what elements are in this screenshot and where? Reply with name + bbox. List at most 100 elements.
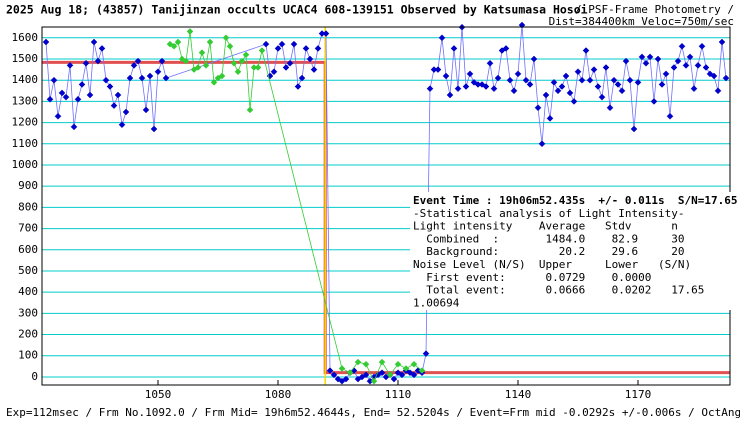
data-point: [338, 365, 346, 372]
data-point: [282, 64, 290, 71]
data-point: [626, 76, 634, 84]
data-point: [654, 55, 662, 63]
data-point: [594, 83, 602, 90]
data-point: [270, 68, 278, 76]
data-point: [402, 365, 410, 372]
data-point: [710, 72, 718, 80]
data-point: [106, 83, 114, 90]
chart-subtitle-2: Dist=384400km Veloc=750m/sec: [549, 15, 734, 28]
data-point: [442, 72, 450, 80]
data-point: [398, 371, 406, 379]
data-point: [606, 104, 614, 112]
x-tick-label: 1080: [265, 388, 292, 401]
data-point: [722, 74, 730, 82]
data-point: [658, 81, 666, 88]
data-point: [298, 74, 306, 82]
x-tick-label: 1140: [505, 388, 532, 401]
data-point: [562, 72, 570, 80]
y-tick-label: 1600: [12, 31, 39, 44]
data-point: [494, 74, 502, 82]
data-point: [150, 125, 158, 133]
data-point: [170, 42, 178, 50]
data-point: [342, 375, 350, 383]
data-point: [486, 59, 494, 67]
data-point: [258, 47, 266, 54]
y-tick-label: 600: [18, 243, 38, 256]
data-point: [114, 91, 122, 99]
data-point: [502, 45, 510, 52]
data-point: [330, 371, 338, 379]
data-point: [238, 57, 246, 65]
data-point: [86, 91, 94, 99]
y-tick-label: 900: [18, 179, 38, 192]
data-point: [538, 140, 546, 148]
data-point: [534, 104, 542, 112]
data-point: [202, 62, 210, 69]
data-point: [718, 38, 726, 46]
y-tick-label: 500: [18, 264, 38, 277]
data-point: [346, 369, 354, 377]
data-point: [570, 98, 578, 105]
chart-subtitle: / PSF-Frame Photometry /: [575, 3, 734, 16]
stats-line: Background: 20.2 29.6 20: [413, 245, 685, 258]
data-point: [682, 62, 690, 69]
y-tick-label: 200: [18, 328, 38, 341]
data-point: [182, 57, 190, 65]
data-point: [54, 112, 62, 120]
data-point: [386, 371, 394, 379]
data-point: [698, 42, 706, 50]
data-point: [90, 38, 98, 46]
data-point: [590, 66, 598, 73]
data-point: [550, 78, 558, 86]
stats-box: [410, 192, 736, 310]
data-point: [390, 375, 398, 383]
data-point: [434, 66, 442, 73]
data-point: [466, 70, 474, 78]
y-tick-label: 1500: [12, 52, 39, 65]
y-tick-label: 400: [18, 285, 38, 298]
y-tick-label: 1100: [12, 137, 39, 150]
data-point: [702, 64, 710, 71]
data-point: [410, 371, 418, 379]
data-point: [418, 367, 426, 374]
data-point: [290, 40, 298, 48]
stats-line: Light intensity Average Stdv n: [413, 220, 678, 233]
y-tick-label: 1000: [12, 158, 39, 171]
data-point: [514, 70, 522, 78]
data-point: [610, 76, 618, 84]
data-point: [546, 115, 554, 122]
data-point: [278, 40, 286, 48]
data-point: [246, 106, 254, 114]
data-point: [510, 87, 518, 95]
data-point: [558, 83, 566, 90]
data-point: [370, 377, 378, 385]
x-tick-label: 1050: [145, 388, 172, 401]
data-point: [662, 70, 670, 78]
data-point: [50, 76, 58, 84]
data-point: [134, 57, 142, 65]
data-point: [294, 83, 302, 90]
data-point: [70, 123, 78, 131]
footer: Exp=112msec / Frm No.1092.0 / Frm Mid= 1…: [6, 406, 740, 419]
data-point: [678, 42, 686, 50]
data-point: [218, 72, 226, 80]
y-tick-label: 800: [18, 200, 38, 213]
event-time: Event Time : 19h06m52.435s +/- 0.011s S/…: [413, 194, 738, 207]
data-point: [42, 38, 50, 46]
data-point: [586, 76, 594, 84]
data-point: [630, 125, 638, 133]
chart-title: 2025 Aug 18; (43857) Tanijinzan occults …: [6, 3, 588, 17]
data-point: [234, 68, 242, 76]
data-point: [62, 93, 70, 101]
stats-line: Noise Level (N/S) Upper Lower (S/N): [413, 258, 691, 271]
data-point: [454, 85, 462, 93]
data-point: [582, 47, 590, 54]
data-point: [646, 53, 654, 61]
data-point: [642, 59, 650, 67]
data-point: [714, 87, 722, 95]
data-point: [102, 76, 110, 84]
data-point: [158, 57, 166, 65]
data-point: [634, 78, 642, 86]
data-point: [98, 45, 106, 52]
